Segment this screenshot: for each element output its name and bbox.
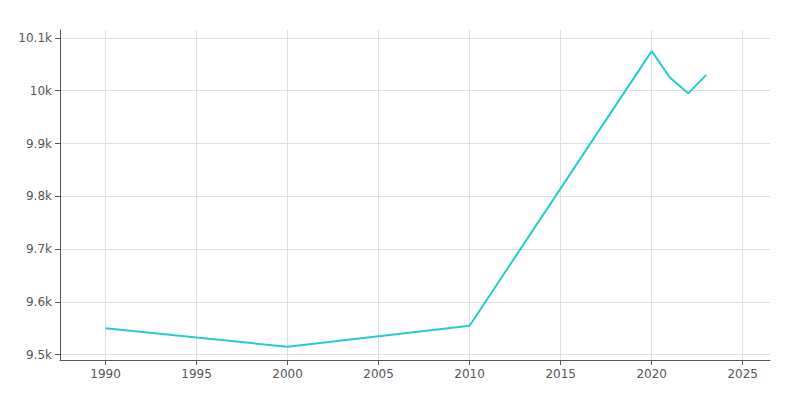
svg-text:1990: 1990: [90, 367, 121, 381]
svg-text:1995: 1995: [181, 367, 212, 381]
svg-text:9.9k: 9.9k: [26, 137, 52, 151]
svg-text:9.8k: 9.8k: [26, 189, 52, 203]
svg-text:2000: 2000: [272, 367, 303, 381]
svg-text:10k: 10k: [30, 84, 52, 98]
svg-text:2005: 2005: [363, 367, 394, 381]
svg-text:9.6k: 9.6k: [26, 295, 52, 309]
svg-text:2015: 2015: [545, 367, 576, 381]
svg-text:9.7k: 9.7k: [26, 242, 52, 256]
svg-text:2010: 2010: [454, 367, 485, 381]
svg-text:10.1k: 10.1k: [18, 31, 52, 45]
svg-text:9.5k: 9.5k: [26, 348, 52, 362]
svg-text:2025: 2025: [727, 367, 758, 381]
svg-text:2020: 2020: [636, 367, 667, 381]
